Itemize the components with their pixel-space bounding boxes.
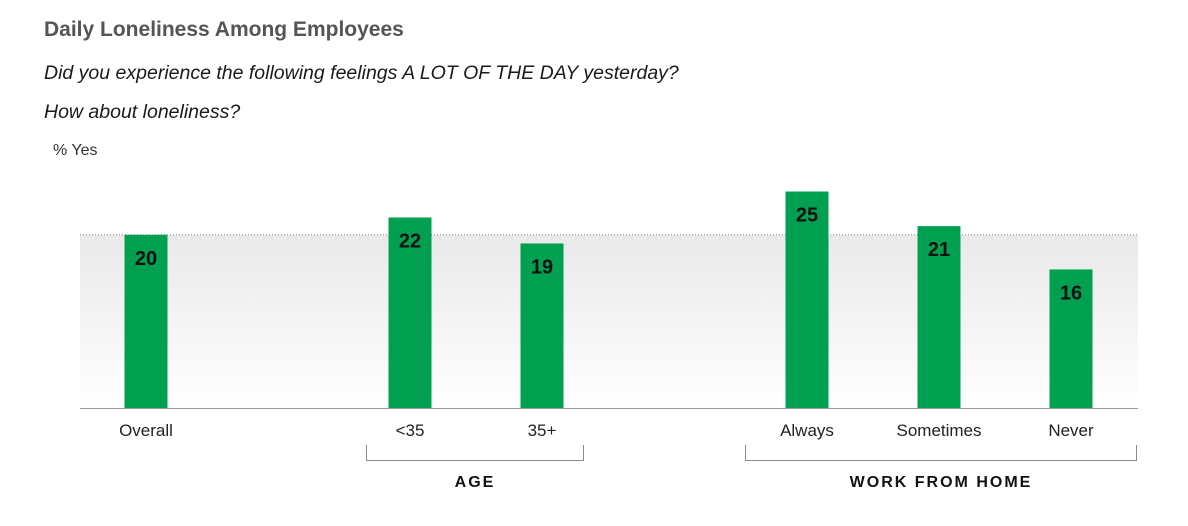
bar-35 <box>520 243 564 408</box>
group-bracket-work-from-home <box>745 445 1137 461</box>
category-label-always: Always <box>780 421 834 440</box>
reference-band <box>80 234 1138 408</box>
value-label-35: 19 <box>531 256 553 278</box>
group-label-age: AGE <box>455 474 496 491</box>
value-label-overall: 20 <box>135 248 157 270</box>
chart-subtitle-line-2: How about loneliness? <box>44 101 241 123</box>
group-label-work-from-home: WORK FROM HOME <box>850 474 1033 491</box>
chart-title: Daily Loneliness Among Employees <box>44 18 404 41</box>
bar-always <box>785 191 829 408</box>
category-label-35: <35 <box>396 421 425 440</box>
bar-sometimes <box>917 226 961 408</box>
bar-overall <box>124 234 168 408</box>
category-label-overall: Overall <box>119 421 173 440</box>
value-label-always: 25 <box>796 205 818 227</box>
bar-35 <box>388 217 432 408</box>
category-label-never: Never <box>1048 421 1094 440</box>
category-label-35: 35+ <box>528 421 557 440</box>
category-label-sometimes: Sometimes <box>896 421 981 440</box>
y-axis-label: % Yes <box>53 142 98 159</box>
value-label-never: 16 <box>1060 282 1082 304</box>
bar-never <box>1049 269 1093 408</box>
value-label-35: 22 <box>399 230 421 252</box>
group-bracket-age <box>366 445 584 461</box>
value-label-sometimes: 21 <box>928 239 950 261</box>
chart-subtitle-line-1: Did you experience the following feeling… <box>44 62 679 84</box>
